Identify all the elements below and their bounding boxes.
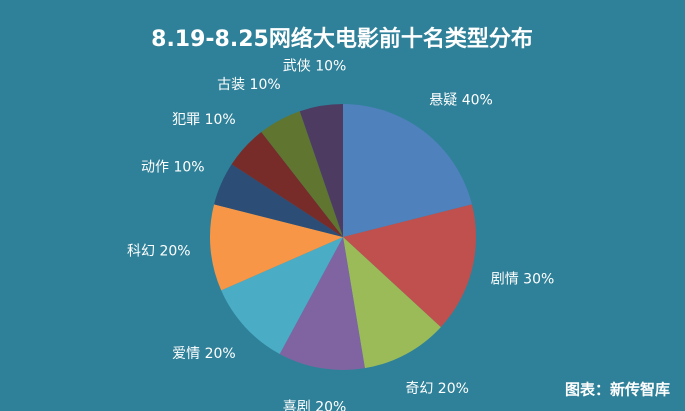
slice-label: 剧情 30%	[491, 271, 555, 287]
slice-label: 科幻 20%	[127, 243, 191, 259]
slice-label: 古装 10%	[217, 77, 281, 93]
slice-label: 悬疑 40%	[429, 92, 493, 108]
slice-label: 爱情 20%	[172, 346, 236, 362]
pie-slice	[221, 237, 343, 354]
pie-slice	[261, 111, 343, 237]
category-name: 爱情	[172, 346, 200, 362]
source: 图表：新传智库	[565, 381, 670, 399]
pie-slice	[279, 237, 365, 370]
category-name: 古装	[217, 77, 245, 93]
category-name: 奇幻	[405, 380, 433, 397]
pie-slice	[343, 204, 476, 328]
value-label: 20%	[205, 346, 236, 362]
value-label: 40%	[462, 92, 493, 108]
category-name: 犯罪	[172, 112, 200, 128]
pie-slice	[299, 104, 343, 237]
value-label: 10%	[315, 58, 346, 74]
value-label: 20%	[159, 243, 190, 259]
pie-slice	[214, 164, 343, 237]
value-label: 30%	[523, 271, 554, 287]
category-name: 剧情	[491, 271, 519, 287]
value-label: 20%	[315, 400, 346, 411]
pie-slice	[343, 237, 441, 369]
chart-title: 8.19-8.25网络大电影前十名类型分布	[151, 26, 533, 52]
slice-label: 喜剧 20%	[283, 400, 347, 411]
value-label: 10%	[205, 112, 236, 128]
pie-slice	[343, 104, 472, 237]
category-name: 武侠	[283, 58, 311, 74]
value-label: 10%	[173, 160, 204, 176]
category-name: 动作	[141, 160, 169, 176]
category-name: 喜剧	[283, 400, 311, 411]
category-name: 科幻	[127, 243, 155, 259]
category-name: 悬疑	[429, 92, 457, 108]
slice-label: 武侠 10%	[283, 58, 347, 74]
pie-slice	[209, 204, 343, 291]
slice-label: 动作 10%	[141, 160, 205, 176]
value-label: 10%	[250, 77, 281, 93]
slice-label: 奇幻 20%	[405, 380, 469, 397]
value-label: 20%	[438, 381, 469, 397]
pie-slice	[231, 132, 343, 237]
slice-label: 犯罪 10%	[172, 112, 236, 128]
